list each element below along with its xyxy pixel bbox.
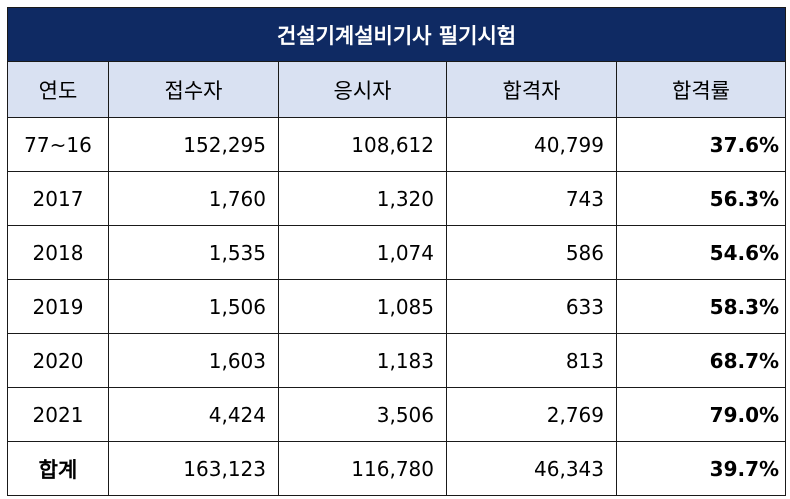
header-passers: 합격자: [446, 61, 617, 118]
header-row: 연도 접수자 응시자 합격자 합격률: [7, 61, 787, 118]
cell-pass-rate: 54.6%: [615, 225, 787, 280]
cell-year: 77~16: [7, 117, 109, 172]
cell-year: 2021: [7, 387, 109, 442]
cell-examinees: 1,074: [278, 225, 447, 280]
table-row: 2018 1,535 1,074 586 54.6%: [7, 225, 787, 280]
cell-examinees: 108,612: [278, 117, 447, 172]
exam-stats-table-container: 건설기계설비기사 필기시험 연도 접수자 응시자 합격자 합격률 77~16 1…: [6, 7, 787, 496]
cell-examinees: 3,506: [278, 387, 447, 442]
cell-pass-rate: 79.0%: [615, 387, 787, 442]
header-pass-rate: 합격률: [615, 61, 787, 118]
table-row: 77~16 152,295 108,612 40,799 37.6%: [7, 117, 787, 172]
cell-year: 2020: [7, 333, 109, 388]
header-examinees: 응시자: [278, 61, 447, 118]
total-examinees: 116,780: [278, 441, 447, 496]
cell-applicants: 1,760: [108, 171, 279, 226]
cell-applicants: 4,424: [108, 387, 279, 442]
cell-passers: 586: [446, 225, 617, 280]
cell-passers: 2,769: [446, 387, 617, 442]
total-applicants: 163,123: [108, 441, 279, 496]
header-year: 연도: [7, 61, 109, 118]
cell-pass-rate: 58.3%: [615, 279, 787, 334]
table-row: 2017 1,760 1,320 743 56.3%: [7, 171, 787, 226]
cell-pass-rate: 37.6%: [615, 117, 787, 172]
cell-applicants: 152,295: [108, 117, 279, 172]
table-row: 2019 1,506 1,085 633 58.3%: [7, 279, 787, 334]
header-applicants: 접수자: [108, 61, 279, 118]
cell-applicants: 1,535: [108, 225, 279, 280]
cell-applicants: 1,603: [108, 333, 279, 388]
cell-year: 2018: [7, 225, 109, 280]
cell-examinees: 1,320: [278, 171, 447, 226]
total-passers: 46,343: [446, 441, 617, 496]
cell-passers: 743: [446, 171, 617, 226]
table-title: 건설기계설비기사 필기시험: [6, 7, 787, 62]
table-row: 2020 1,603 1,183 813 68.7%: [7, 333, 787, 388]
cell-pass-rate: 68.7%: [615, 333, 787, 388]
cell-passers: 633: [446, 279, 617, 334]
table-row: 2021 4,424 3,506 2,769 79.0%: [7, 387, 787, 442]
cell-examinees: 1,183: [278, 333, 447, 388]
cell-applicants: 1,506: [108, 279, 279, 334]
cell-year: 2017: [7, 171, 109, 226]
total-pass-rate: 39.7%: [615, 441, 787, 496]
cell-pass-rate: 56.3%: [615, 171, 787, 226]
cell-passers: 813: [446, 333, 617, 388]
total-row: 합계 163,123 116,780 46,343 39.7%: [7, 441, 787, 496]
cell-examinees: 1,085: [278, 279, 447, 334]
cell-year: 2019: [7, 279, 109, 334]
title-row: 건설기계설비기사 필기시험: [6, 7, 787, 62]
cell-passers: 40,799: [446, 117, 617, 172]
total-label: 합계: [7, 441, 109, 496]
exam-stats-table: 건설기계설비기사 필기시험 연도 접수자 응시자 합격자 합격률 77~16 1…: [6, 7, 787, 496]
